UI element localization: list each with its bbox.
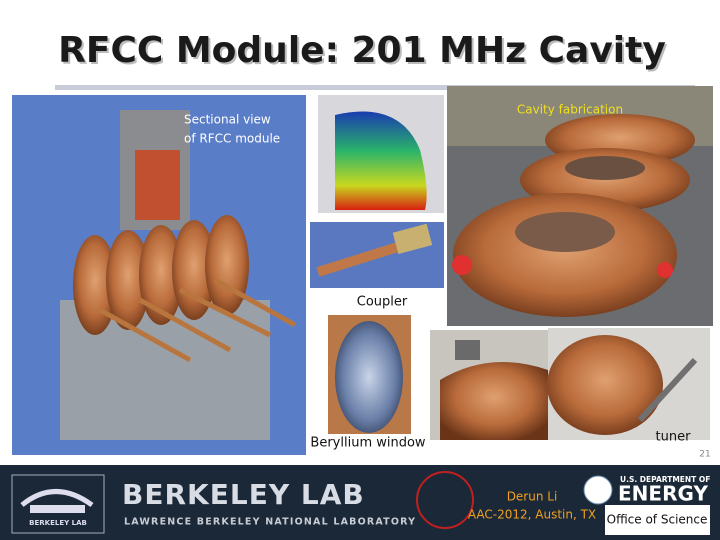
cavities [452,114,695,317]
doe-seal [583,475,613,505]
label-tuner: tuner [656,430,692,445]
coupler-drawing [316,223,433,277]
lab-full-name: LAWRENCE BERKELEY NATIONAL LABORATORY [124,517,416,528]
field-map [335,111,427,210]
lbl-logo [11,474,105,534]
page-number: 21 [699,450,710,460]
lab-logo-text: BERKELEY LAB [29,519,87,527]
lab-name: BERKELEY LAB [122,478,365,511]
label-bg [308,434,430,452]
label-fabrication: Cavity fabrication [517,103,623,117]
tuner-arm [455,340,480,360]
map-logo [416,471,474,529]
cavity-part [440,362,548,440]
cavity-body [547,335,663,435]
label-coupler: Coupler [357,295,408,310]
doe-name: ENERGY [618,482,708,506]
doe-office: Office of Science [607,513,708,527]
venue: AAC-2012, Austin, TX [468,508,596,522]
label-beryllium: Beryllium window [310,436,426,451]
tuner-lever [637,357,698,423]
office-box [605,505,710,535]
window-foil [335,321,403,433]
label-sectional-1: Sectional view [184,113,271,127]
title-rule [55,85,695,90]
module-drawing [60,110,297,440]
title: RFCC Module: 201 MHz Cavity [58,30,666,71]
author: Derun Li [507,490,558,504]
title-shadow: RFCC Module: 201 MHz Cavity [60,32,668,73]
label-sectional-2: of RFCC module [184,132,280,146]
doe-line: U.S. DEPARTMENT OF [620,475,710,484]
